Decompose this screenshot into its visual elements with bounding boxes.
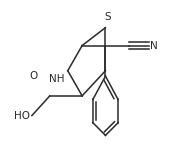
Text: O: O [29, 71, 37, 81]
Text: NH: NH [49, 74, 64, 84]
Text: S: S [104, 12, 111, 22]
Text: N: N [150, 41, 158, 51]
Text: HO: HO [14, 111, 30, 121]
